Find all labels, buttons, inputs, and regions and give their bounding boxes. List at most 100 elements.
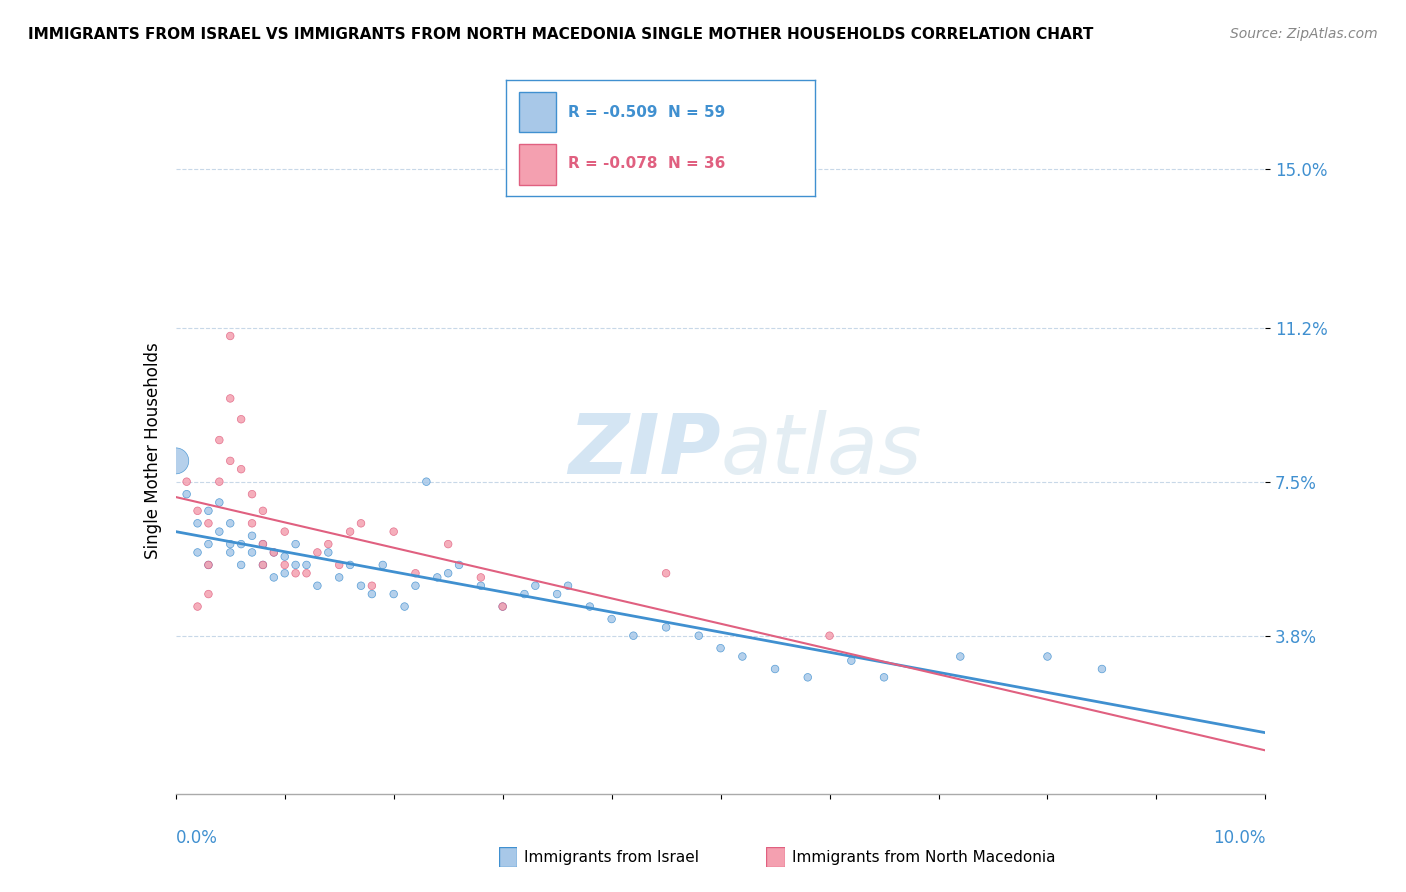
Point <box>197 504 219 518</box>
Point <box>557 579 579 593</box>
Point <box>219 392 242 406</box>
Point <box>176 487 198 501</box>
Point <box>219 537 242 551</box>
Point <box>763 662 786 676</box>
Point <box>252 537 274 551</box>
Bar <box>519 144 555 185</box>
Point <box>231 537 253 551</box>
Point <box>231 462 253 476</box>
Point <box>240 487 263 501</box>
Point <box>415 475 437 489</box>
Point <box>186 599 209 614</box>
Point <box>197 516 219 531</box>
Text: Immigrants from Israel: Immigrants from Israel <box>524 850 699 864</box>
Text: ZIP: ZIP <box>568 410 721 491</box>
Point <box>513 587 536 601</box>
Point <box>492 599 515 614</box>
Point <box>524 579 547 593</box>
Text: IMMIGRANTS FROM ISRAEL VS IMMIGRANTS FROM NORTH MACEDONIA SINGLE MOTHER HOUSEHOL: IMMIGRANTS FROM ISRAEL VS IMMIGRANTS FRO… <box>28 27 1094 42</box>
Point <box>295 558 318 572</box>
Point <box>394 599 416 614</box>
Point <box>219 329 242 343</box>
Point <box>165 454 187 468</box>
Point <box>186 504 209 518</box>
Point <box>240 516 263 531</box>
Point <box>263 570 285 584</box>
Point <box>360 579 382 593</box>
Point <box>339 558 361 572</box>
Point <box>621 629 644 643</box>
Point <box>197 537 219 551</box>
Point <box>328 558 350 572</box>
Point <box>240 545 263 559</box>
Point <box>231 558 253 572</box>
Text: R = -0.078  N = 36: R = -0.078 N = 36 <box>568 156 725 171</box>
Point <box>470 570 492 584</box>
Point <box>318 537 340 551</box>
Point <box>274 549 297 564</box>
Point <box>339 524 361 539</box>
Point <box>731 649 754 664</box>
Point <box>186 516 209 531</box>
Point <box>274 566 297 581</box>
Point <box>197 558 219 572</box>
Point <box>655 566 678 581</box>
Text: 0.0%: 0.0% <box>176 829 218 847</box>
Point <box>284 558 307 572</box>
Point <box>405 579 427 593</box>
Point <box>405 566 427 581</box>
Text: 10.0%: 10.0% <box>1213 829 1265 847</box>
Point <box>579 599 602 614</box>
Point <box>176 475 198 489</box>
Text: atlas: atlas <box>721 410 922 491</box>
Point <box>284 566 307 581</box>
Point <box>797 670 820 684</box>
Point <box>208 524 231 539</box>
Point <box>492 599 515 614</box>
Point <box>186 545 209 559</box>
Point <box>307 545 329 559</box>
Point <box>263 545 285 559</box>
Point <box>197 558 219 572</box>
Point <box>371 558 394 572</box>
Point <box>710 641 733 656</box>
Point <box>688 629 710 643</box>
Point <box>949 649 972 664</box>
Point <box>252 558 274 572</box>
Y-axis label: Single Mother Households: Single Mother Households <box>143 343 162 558</box>
Point <box>274 558 297 572</box>
Point <box>307 579 329 593</box>
Point <box>546 587 568 601</box>
Point <box>382 587 405 601</box>
Point <box>252 537 274 551</box>
Point <box>284 537 307 551</box>
Point <box>197 587 219 601</box>
Point <box>274 524 297 539</box>
Point <box>600 612 623 626</box>
Text: Source: ZipAtlas.com: Source: ZipAtlas.com <box>1230 27 1378 41</box>
Point <box>208 495 231 509</box>
Point <box>350 516 373 531</box>
Point <box>263 545 285 559</box>
Point <box>437 537 460 551</box>
Point <box>447 558 470 572</box>
Point <box>841 654 863 668</box>
Point <box>295 566 318 581</box>
Point <box>318 545 340 559</box>
Point <box>1091 662 1114 676</box>
Point <box>1036 649 1059 664</box>
Text: Immigrants from North Macedonia: Immigrants from North Macedonia <box>792 850 1054 864</box>
Point <box>219 454 242 468</box>
Point <box>208 433 231 447</box>
Point <box>470 579 492 593</box>
Point <box>873 670 896 684</box>
Point <box>350 579 373 593</box>
Bar <box>519 92 555 132</box>
Point <box>818 629 841 643</box>
Point <box>328 570 350 584</box>
Point <box>219 516 242 531</box>
Text: R = -0.509  N = 59: R = -0.509 N = 59 <box>568 105 725 120</box>
Point <box>655 620 678 634</box>
Point <box>219 545 242 559</box>
Point <box>240 529 263 543</box>
